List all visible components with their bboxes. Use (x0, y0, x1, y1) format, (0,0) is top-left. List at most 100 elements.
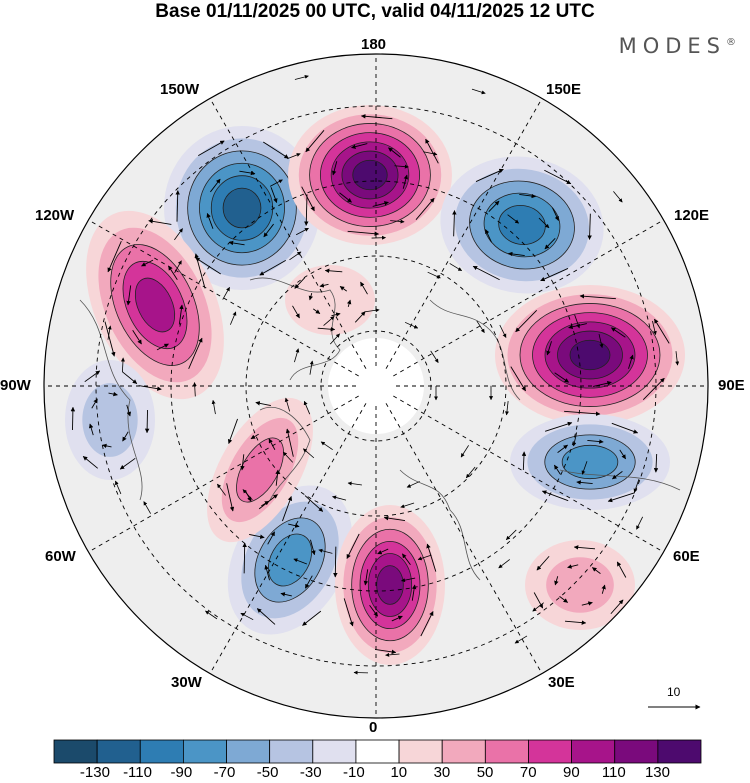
wind-vector (242, 489, 253, 501)
wind-vector (240, 454, 245, 471)
wind-vector (250, 433, 259, 440)
wind-vector (540, 268, 569, 282)
wind-vector (598, 333, 604, 349)
wind-vector (383, 515, 406, 522)
wind-vector (126, 285, 132, 306)
wind-vector (587, 439, 604, 444)
colorbar-swatch (182, 739, 227, 764)
map-disk (44, 54, 708, 718)
wind-vector (460, 445, 469, 458)
wind-vector (347, 230, 380, 236)
lon-label-60e: 60E (673, 548, 700, 565)
colorbar-tick-label: -50 (256, 764, 279, 781)
positive-anomaly-contour (134, 277, 176, 333)
wind-vector (541, 490, 569, 502)
wind-vector (108, 391, 118, 397)
wind-vector (331, 161, 338, 176)
coastline-siberia (429, 299, 521, 401)
positive-anomaly-contour (569, 339, 611, 371)
wind-vector (557, 444, 568, 453)
wind-vector (332, 495, 347, 501)
wind-vector (574, 314, 581, 329)
wind-vector (217, 483, 226, 496)
brand-registered-mark: ® (726, 37, 736, 48)
wind-vector (415, 197, 435, 220)
wind-vector (573, 545, 596, 550)
wind-vector (675, 351, 680, 366)
wind-vector (255, 401, 271, 407)
wind-vector (488, 200, 500, 213)
wind-vector (476, 320, 485, 334)
wind-vector (288, 523, 300, 528)
wind-vector (498, 559, 510, 569)
wind-vector (581, 461, 588, 475)
wind-vector (472, 265, 500, 281)
map-boundary (43, 53, 709, 719)
wind-vector (227, 418, 238, 444)
wind-vector (308, 293, 314, 301)
wind-vector (168, 265, 178, 280)
colorbar-swatch (269, 739, 314, 764)
wind-vector (282, 451, 294, 463)
wind-vector (417, 554, 432, 561)
wind-vector (122, 431, 129, 442)
wind-vector (536, 555, 550, 571)
wind-vector (423, 151, 438, 156)
wind-vector (642, 377, 665, 401)
colorbar-swatch (571, 739, 616, 764)
wind-vector (652, 320, 657, 336)
wind-vector (354, 311, 366, 323)
wind-vector (475, 168, 504, 182)
wind-vector (514, 635, 528, 644)
wind-vector (192, 382, 197, 397)
wind-vector (84, 370, 101, 383)
wind-vector (521, 451, 527, 471)
wind-vector (411, 584, 417, 601)
wind-vector (280, 592, 292, 597)
coastline-europe (399, 469, 481, 581)
wind-vector (564, 410, 601, 416)
wind-vector (194, 253, 206, 289)
wind-vector (175, 190, 180, 222)
colorbar-swatch (614, 739, 659, 764)
colorbar-tick-label: -110 (123, 764, 152, 781)
wind-vector (654, 318, 670, 344)
wind-vector (211, 399, 216, 415)
wind-vector (287, 153, 301, 160)
wind-vector (126, 404, 132, 417)
wind-vector (554, 372, 569, 383)
wind-vector (360, 281, 368, 295)
wind-vector (515, 309, 538, 333)
latitude-circle (95, 105, 657, 667)
wind-vector (333, 546, 338, 578)
wind-vector (390, 219, 405, 224)
wind-vector (310, 539, 316, 556)
colorbar-tick-label: 130 (644, 764, 670, 781)
negative-anomaly-contour (82, 383, 138, 457)
positive-anomaly-contour (236, 437, 284, 503)
wind-vector (222, 286, 230, 300)
wind-vectors (70, 74, 680, 675)
wind-vector (293, 558, 308, 565)
wind-vector (607, 492, 636, 503)
positive-anomaly-contour (376, 565, 404, 605)
wind-vector (240, 612, 254, 621)
wind-vector (394, 164, 409, 169)
brand-text: MODES (618, 34, 726, 58)
lon-label-90e: 90E (718, 377, 745, 394)
negative-anomaly-contour (498, 205, 546, 245)
wind-vector (567, 564, 579, 569)
meridian-line (393, 219, 664, 377)
wind-vector (633, 479, 640, 493)
wind-vector (420, 611, 434, 637)
wind-vector (294, 348, 300, 363)
wind-vector (533, 592, 544, 609)
meridian-line (209, 98, 367, 369)
wind-vector (264, 564, 270, 581)
wind-vector (369, 604, 378, 617)
wind-vector (229, 311, 237, 325)
wind-vector (228, 240, 245, 246)
wind-vector (320, 441, 333, 450)
colorbar-tick-label: -90 (170, 764, 193, 781)
wind-vector (324, 268, 343, 274)
